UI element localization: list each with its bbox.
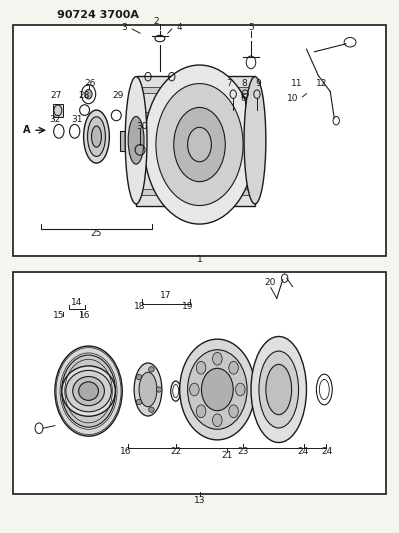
Text: 32: 32	[49, 115, 61, 124]
Text: 15: 15	[53, 311, 65, 320]
Text: 23: 23	[237, 447, 249, 456]
Ellipse shape	[87, 117, 105, 157]
Bar	[13, 25, 386, 256]
Text: 13: 13	[194, 496, 205, 505]
Text: 14: 14	[71, 297, 82, 306]
Circle shape	[190, 383, 199, 396]
Text: 11: 11	[291, 79, 302, 88]
Ellipse shape	[128, 116, 144, 164]
Ellipse shape	[149, 367, 154, 372]
Text: 21: 21	[221, 451, 233, 461]
Ellipse shape	[244, 77, 266, 204]
Bar	[13, 272, 386, 495]
Text: 20: 20	[265, 278, 276, 287]
Ellipse shape	[259, 351, 298, 428]
Text: 22: 22	[170, 447, 182, 456]
Ellipse shape	[125, 77, 147, 204]
Circle shape	[180, 339, 255, 440]
Bar	[134, 189, 255, 195]
Ellipse shape	[62, 366, 115, 416]
Ellipse shape	[144, 65, 255, 224]
Ellipse shape	[156, 387, 162, 392]
Bar	[134, 87, 255, 93]
Text: 9: 9	[255, 79, 261, 88]
Circle shape	[188, 350, 247, 429]
Text: 24: 24	[322, 447, 333, 456]
Ellipse shape	[136, 399, 142, 405]
Text: 90724 3700A: 90724 3700A	[57, 10, 139, 20]
Circle shape	[61, 355, 115, 427]
Text: A: A	[24, 125, 31, 135]
Bar	[134, 112, 255, 118]
Ellipse shape	[266, 365, 292, 415]
Circle shape	[196, 361, 206, 374]
Text: 17: 17	[160, 290, 172, 300]
Ellipse shape	[149, 407, 154, 413]
Text: 30: 30	[136, 122, 148, 131]
Text: 3: 3	[121, 23, 127, 32]
Text: 24: 24	[298, 447, 309, 456]
Bar	[134, 138, 255, 144]
Circle shape	[85, 90, 92, 99]
Bar	[134, 163, 255, 169]
Text: 28: 28	[78, 91, 89, 100]
Ellipse shape	[174, 108, 225, 182]
Text: 19: 19	[182, 302, 194, 311]
Text: 16: 16	[120, 447, 132, 456]
Ellipse shape	[79, 382, 99, 400]
Text: 1: 1	[197, 255, 202, 264]
Text: 5: 5	[248, 23, 254, 33]
Circle shape	[213, 414, 222, 426]
Text: 25: 25	[91, 229, 102, 238]
Text: 10: 10	[287, 94, 298, 103]
Circle shape	[196, 405, 206, 418]
Circle shape	[229, 405, 238, 418]
Text: 6: 6	[240, 94, 246, 103]
Circle shape	[55, 346, 122, 436]
Circle shape	[213, 352, 222, 365]
Text: 4: 4	[177, 23, 182, 32]
Text: 2: 2	[153, 17, 159, 26]
Text: 29: 29	[113, 91, 124, 100]
Text: 31: 31	[71, 115, 83, 124]
Ellipse shape	[251, 336, 306, 442]
Ellipse shape	[134, 363, 162, 416]
Text: 26: 26	[85, 79, 96, 88]
Ellipse shape	[156, 84, 243, 206]
Ellipse shape	[73, 376, 105, 406]
Circle shape	[201, 368, 233, 411]
Text: 7: 7	[226, 79, 232, 88]
Ellipse shape	[136, 374, 142, 379]
Ellipse shape	[139, 372, 157, 407]
Text: 18: 18	[134, 302, 145, 311]
Bar	[120, 131, 136, 151]
Text: 16: 16	[79, 311, 90, 320]
Text: 12: 12	[316, 79, 327, 88]
Ellipse shape	[188, 127, 211, 162]
Circle shape	[235, 383, 245, 396]
Ellipse shape	[84, 110, 109, 163]
Bar	[136, 76, 255, 206]
Bar	[53, 104, 63, 117]
Ellipse shape	[91, 126, 101, 147]
Ellipse shape	[66, 370, 111, 412]
Circle shape	[229, 361, 238, 374]
Text: 27: 27	[50, 91, 62, 100]
Text: 8: 8	[241, 79, 247, 88]
